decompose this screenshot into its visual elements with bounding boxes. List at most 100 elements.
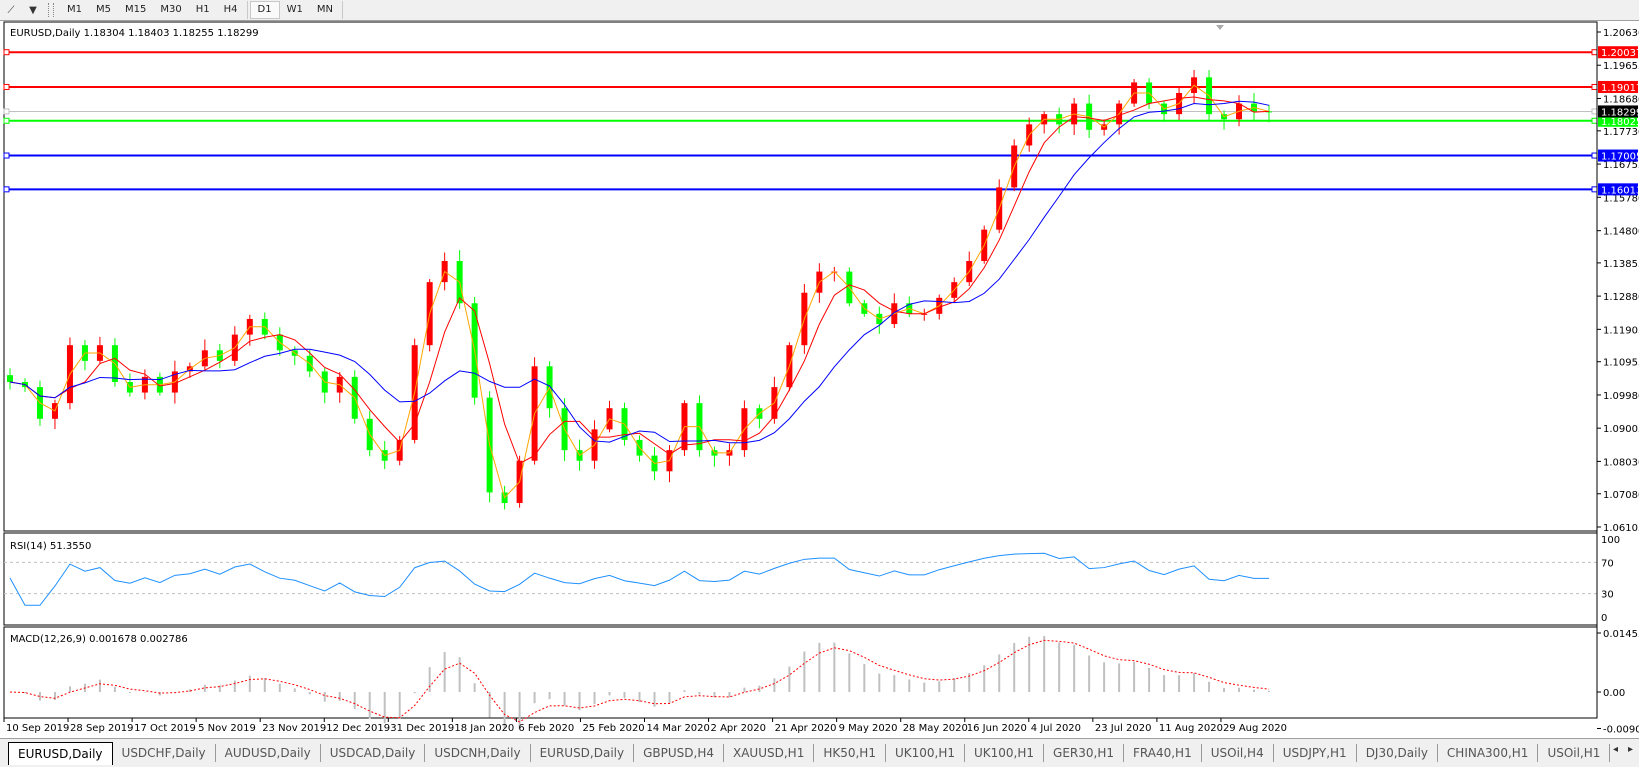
y-tick-label: 1.15780 <box>1603 193 1639 204</box>
y-tick-label: 1.09980 <box>1603 391 1639 402</box>
timeframe-m5[interactable]: M5 <box>96 4 111 15</box>
rsi-panel: 100 70 30 0 <box>4 535 1620 624</box>
y-tick-label: 1.10955 <box>1603 358 1639 369</box>
x-tick-label: 23 Nov 2019 <box>262 723 326 734</box>
macd-label: MACD(12,26,9) 0.001678 0.002786 <box>10 634 188 645</box>
rsi-label: RSI(14) 51.3550 <box>10 541 91 552</box>
tab-uk100-h1[interactable]: UK100,H1 <box>965 744 1045 762</box>
timeframe-h4[interactable]: H4 <box>223 4 238 15</box>
horizontal-line-1-19017-handle[interactable] <box>3 83 10 90</box>
y-tick-label: 1.16755 <box>1603 160 1639 171</box>
level-price-tag <box>1598 114 1638 127</box>
y-tick-label: 1.08030 <box>1603 457 1639 468</box>
horizontal-line-1-18025-handle[interactable] <box>1591 117 1598 124</box>
macd-tick-label: 0.014556 <box>1603 629 1639 640</box>
timeframe-d1[interactable]: D1 <box>249 1 280 19</box>
timeframe-m15[interactable]: M15 <box>125 4 147 15</box>
toolbar-grip[interactable] <box>48 3 54 17</box>
tab-usdcad-daily[interactable]: USDCAD,Daily <box>321 744 426 762</box>
price-panel <box>3 49 1598 510</box>
horizontal-line-1-19017-handle[interactable] <box>1591 83 1598 90</box>
rsi-tick-label: 30 <box>1601 590 1614 601</box>
x-tick-label: 11 Aug 2020 <box>1159 723 1223 734</box>
x-tick-label: 28 Sep 2019 <box>70 723 133 734</box>
rsi-panel-frame <box>3 532 1598 626</box>
tab-eurusd-daily[interactable]: EURUSD,Daily <box>531 744 635 762</box>
bid-price-tag <box>1598 105 1638 118</box>
horizontal-line-1-16013-handle[interactable] <box>3 186 10 193</box>
separator <box>341 1 343 19</box>
x-tick-label: 16 Jun 2020 <box>967 723 1027 734</box>
y-tick-label: 1.12880 <box>1603 292 1639 303</box>
macd-panel: 0.014556 0.00 -0.009001 <box>9 629 1639 735</box>
ma-mid-line <box>9 96 1270 465</box>
tab-usdchf-daily[interactable]: USDCHF,Daily <box>113 744 216 762</box>
timeframe-h1[interactable]: H1 <box>195 4 210 15</box>
macd-panel-frame <box>3 626 1598 719</box>
axes: 1.20630 1.19655 1.18680 1.17730 1.16755 1.157… <box>3 22 1639 734</box>
tab-hk50-h1[interactable]: HK50,H1 <box>814 744 886 762</box>
tab-audusd-daily[interactable]: AUDUSD,Daily <box>216 744 321 762</box>
tab-gbpusd-h4[interactable]: GBPUSD,H4 <box>634 744 724 762</box>
tab-china300-h1[interactable]: CHINA300,H1 <box>1438 744 1539 762</box>
scroll-right-icon[interactable]: ▸ <box>1627 744 1633 755</box>
horizontal-line-1-20037-handle[interactable] <box>3 49 10 56</box>
tab-usoil-h4[interactable]: USOil,H4 <box>1202 744 1274 762</box>
rsi-line <box>9 552 1270 606</box>
timeframe-w1[interactable]: W1 <box>286 4 303 15</box>
horizontal-line-1-18025-handle[interactable] <box>3 117 10 124</box>
x-tick-label: 4 Jul 2020 <box>1031 723 1081 734</box>
tab-uk100-h1[interactable]: UK100,H1 <box>886 744 965 762</box>
x-tick-label: 21 Apr 2020 <box>775 723 837 734</box>
x-tick-label: 10 Sep 2019 <box>6 723 69 734</box>
x-tick-label: 12 Dec 2019 <box>326 723 390 734</box>
candle <box>7 375 13 382</box>
horizontal-line-1-20037-handle[interactable] <box>1591 49 1598 56</box>
tab-usdjpy-h1[interactable]: USDJPY,H1 <box>1274 744 1357 762</box>
bid-line-handle[interactable] <box>3 108 10 115</box>
level-price-tag-text: 1.16013 <box>1601 185 1639 196</box>
tab-fra40-h1[interactable]: FRA40,H1 <box>1124 744 1202 762</box>
rsi-tick-label: 0 <box>1601 613 1607 624</box>
scroll-left-icon[interactable]: ◂ <box>1612 744 1618 755</box>
timeframe-mn[interactable]: MN <box>316 4 333 15</box>
price-panel-frame <box>3 21 1598 532</box>
level-price-tag <box>1598 80 1638 93</box>
timeframe-m1[interactable]: M1 <box>67 4 82 15</box>
x-tick-label: 18 Jan 2020 <box>454 723 514 734</box>
tab-dj30-daily[interactable]: DJ30,Daily <box>1357 744 1438 762</box>
x-tick-label: 14 Mar 2020 <box>647 723 710 734</box>
tab-xauusd-h1[interactable]: XAUUSD,H1 <box>724 744 815 762</box>
chart-header: EURUSD,Daily 1.18304 1.18403 1.18255 1.1… <box>10 28 259 39</box>
separator <box>246 1 248 19</box>
line-studies-icon[interactable]: ⟋ <box>7 4 15 16</box>
y-tick-label: 1.20630 <box>1603 28 1639 39</box>
tab-eurusd-daily[interactable]: EURUSD,Daily <box>8 741 113 765</box>
timeframe-m30[interactable]: M30 <box>160 4 182 15</box>
tab-usoil-h1[interactable]: USOil,H1 <box>1538 744 1611 762</box>
y-tick-label: 1.11905 <box>1603 325 1639 336</box>
tab-ger30-h1[interactable]: GER30,H1 <box>1044 744 1124 762</box>
x-tick-label: 29 Aug 2020 <box>1223 723 1287 734</box>
rsi-tick-label: 100 <box>1601 535 1620 546</box>
chart-shift-icon[interactable] <box>1216 25 1224 30</box>
x-tick-label: 28 May 2020 <box>903 723 968 734</box>
y-tick-label: 1.17730 <box>1603 127 1639 138</box>
y-tick-label: 1.19655 <box>1603 61 1639 72</box>
level-price-tag <box>1598 46 1638 59</box>
tab-usdcnh-daily[interactable]: USDCNH,Daily <box>425 744 531 762</box>
level-price-tag <box>1598 149 1638 162</box>
timeframe-bar: M1 M5 M15 M30 H1 H4 D1 W1 MN <box>60 1 345 19</box>
x-tick-label: 6 Feb 2020 <box>518 723 574 734</box>
dropdown-arrow-icon[interactable]: ▼ <box>29 4 37 16</box>
level-price-tag-text: 1.18025 <box>1601 117 1639 128</box>
horizontal-line-1-17005-handle[interactable] <box>3 152 10 159</box>
x-tick-label: 2 Apr 2020 <box>711 723 766 734</box>
horizontal-line-1-17005-handle[interactable] <box>1591 152 1598 159</box>
bid-line-handle[interactable] <box>1591 108 1598 115</box>
y-tick-label: 1.14800 <box>1603 227 1639 238</box>
horizontal-line-1-16013-handle[interactable] <box>1591 186 1598 193</box>
x-tick-label: 31 Dec 2019 <box>390 723 454 734</box>
chart-tabs: EURUSD,Daily USDCHF,Daily AUDUSD,Daily USDC… <box>0 738 1639 767</box>
